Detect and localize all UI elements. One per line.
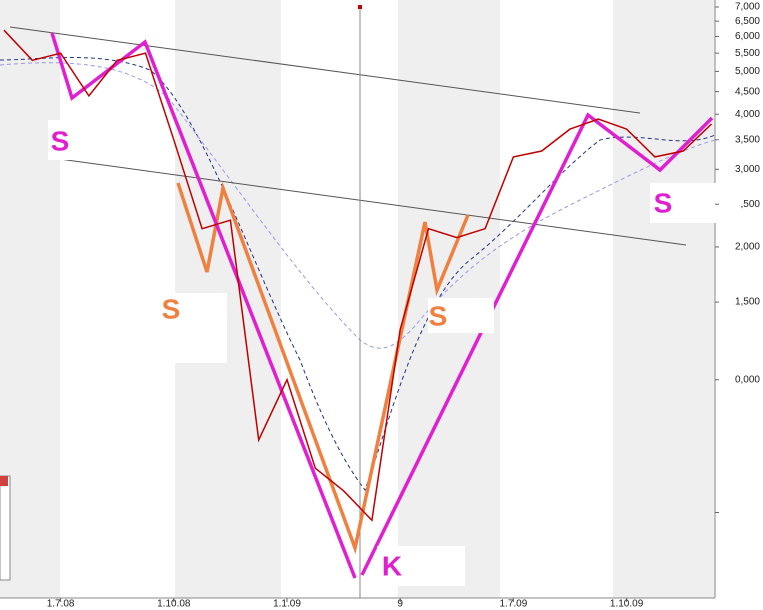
price-line	[3, 29, 713, 522]
y-tick-label: 7,000	[735, 2, 760, 13]
x-tick-label: 1.7.08	[47, 599, 75, 610]
y-tick-label: 4,000	[735, 109, 760, 120]
y-tick-label: 1,500	[735, 297, 760, 308]
x-tick-label: 1.7.09	[499, 599, 527, 610]
y-tick-label: 5,000	[735, 66, 760, 77]
annotation: S	[429, 300, 448, 331]
bands	[0, 0, 715, 598]
x-tick-label: 1.10.09	[610, 599, 644, 610]
y-tick-label: 5,500	[735, 48, 760, 59]
y-tick-label: 0,000	[735, 374, 760, 385]
y-tick-label: 6,000	[735, 31, 760, 42]
annotation: S	[654, 187, 673, 218]
annotation: S	[51, 125, 70, 156]
annotation: S	[162, 293, 181, 324]
x-tick-label: 1.1.09	[273, 599, 301, 610]
side-panel	[0, 475, 11, 581]
drawings	[50, 32, 714, 579]
annotation: K	[382, 550, 402, 581]
y-tick-label: 2,000	[735, 242, 760, 253]
x-tick-label: 9	[397, 599, 403, 610]
y-tick-label: 3,500	[735, 134, 760, 145]
x-tick-label: 1.10.08	[157, 599, 191, 610]
y-tick-label: 3,000	[735, 164, 760, 175]
y-tick-label: 4,500	[735, 86, 760, 97]
y-tick-label: ,500	[741, 199, 761, 210]
y-tick-label: 6,500	[735, 16, 760, 27]
label-boxes	[48, 120, 718, 586]
